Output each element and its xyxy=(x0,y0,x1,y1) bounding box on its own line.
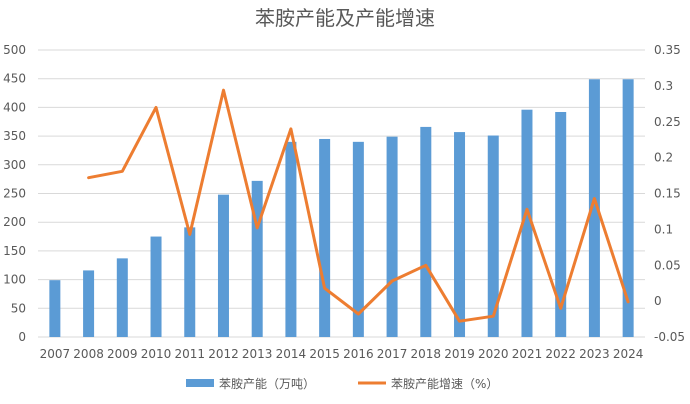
left-tick-label: 500 xyxy=(3,43,26,57)
bar xyxy=(521,109,533,337)
x-axis-ticks: 2007 2008 2009 2010 2011 2012 2013 2014 2015 2016… xyxy=(40,347,644,361)
right-tick-label: 0 xyxy=(654,294,662,308)
chart-title: 苯胺产能及产能增速 xyxy=(255,6,435,30)
bar-series xyxy=(49,79,634,338)
left-tick-label: 300 xyxy=(3,158,26,172)
growth-line xyxy=(87,88,630,323)
right-tick-label: 0.2 xyxy=(654,151,673,165)
bar xyxy=(251,180,263,337)
x-tick-label: 2018 xyxy=(411,347,442,361)
bar xyxy=(285,141,297,337)
x-tick-label: 2009 xyxy=(107,347,138,361)
x-tick-label: 2007 xyxy=(40,347,71,361)
bar xyxy=(184,227,196,337)
right-tick-label: -0.05 xyxy=(654,330,685,344)
bar xyxy=(319,138,331,337)
x-tick-label: 2019 xyxy=(444,347,475,361)
left-tick-label: 400 xyxy=(3,100,26,114)
bar xyxy=(487,135,499,337)
bar xyxy=(217,194,229,337)
bar xyxy=(555,111,567,337)
right-tick-label: 0.35 xyxy=(654,43,681,57)
bar xyxy=(454,132,466,337)
bar xyxy=(352,141,364,337)
x-tick-label: 2014 xyxy=(276,347,307,361)
right-axis-ticks: -0.05 0 0.05 0.1 0.15 0.2 0.25 0.3 0.35 xyxy=(654,43,685,344)
left-axis-ticks: 0 50 100 150 200 250 300 350 400 450 500 xyxy=(3,43,26,344)
left-tick-label: 450 xyxy=(3,72,26,86)
bar xyxy=(83,270,95,337)
x-tick-label: 2023 xyxy=(579,347,610,361)
right-tick-label: 0.05 xyxy=(654,258,681,272)
grid-lines xyxy=(38,49,645,338)
x-tick-label: 2013 xyxy=(242,347,273,361)
x-tick-label: 2015 xyxy=(309,347,340,361)
legend-line-label: 苯胺产能增速（%） xyxy=(391,377,498,391)
legend: 苯胺产能（万吨） 苯胺产能增速（%） xyxy=(186,377,498,391)
x-tick-label: 2012 xyxy=(208,347,239,361)
right-tick-label: 0.3 xyxy=(654,79,673,93)
x-tick-label: 2017 xyxy=(377,347,408,361)
right-tick-label: 0.15 xyxy=(654,187,681,201)
x-tick-label: 2011 xyxy=(174,347,205,361)
legend-bar-label: 苯胺产能（万吨） xyxy=(219,377,315,391)
left-tick-label: 100 xyxy=(3,273,26,287)
x-tick-label: 2010 xyxy=(141,347,172,361)
bar xyxy=(588,79,600,338)
x-tick-label: 2016 xyxy=(343,347,374,361)
line-series xyxy=(87,88,630,323)
left-tick-label: 0 xyxy=(18,330,26,344)
legend-bar-swatch xyxy=(186,379,214,387)
x-tick-label: 2020 xyxy=(478,347,509,361)
right-tick-label: 0.1 xyxy=(654,222,673,236)
x-tick-label: 2022 xyxy=(545,347,576,361)
bar xyxy=(622,79,634,338)
left-tick-label: 200 xyxy=(3,215,26,229)
right-tick-label: 0.25 xyxy=(654,115,681,129)
left-tick-label: 50 xyxy=(11,301,26,315)
bar xyxy=(420,126,432,337)
left-tick-label: 250 xyxy=(3,187,26,201)
left-tick-label: 350 xyxy=(3,129,26,143)
x-tick-label: 2021 xyxy=(512,347,543,361)
x-tick-label: 2008 xyxy=(73,347,104,361)
bar xyxy=(150,236,162,337)
bar xyxy=(116,258,128,337)
x-tick-label: 2024 xyxy=(613,347,644,361)
bar xyxy=(49,280,61,337)
bar xyxy=(386,136,398,337)
left-tick-label: 150 xyxy=(3,244,26,258)
